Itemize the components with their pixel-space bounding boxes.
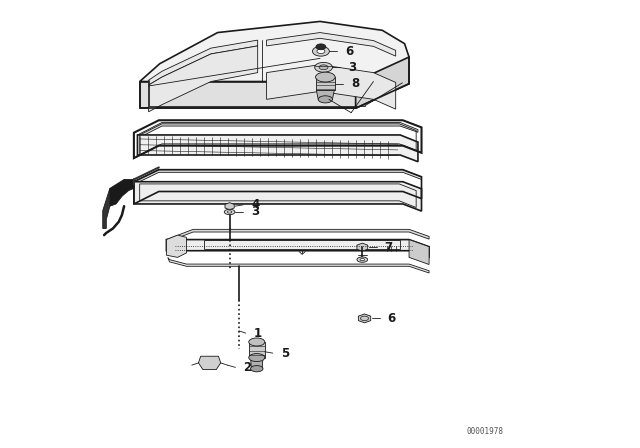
Ellipse shape (224, 209, 235, 215)
Polygon shape (103, 188, 110, 228)
Ellipse shape (316, 72, 335, 82)
Polygon shape (358, 314, 371, 323)
Polygon shape (166, 235, 186, 258)
Ellipse shape (249, 353, 265, 362)
Text: 6: 6 (346, 45, 354, 58)
Ellipse shape (360, 258, 365, 261)
Polygon shape (166, 240, 429, 258)
Ellipse shape (250, 366, 263, 372)
Polygon shape (409, 240, 429, 264)
Polygon shape (138, 135, 418, 162)
Text: 5: 5 (281, 347, 289, 360)
Polygon shape (140, 22, 409, 82)
Polygon shape (357, 243, 368, 251)
Text: 7: 7 (385, 241, 393, 254)
Text: 3: 3 (251, 206, 259, 219)
Ellipse shape (319, 65, 328, 70)
Polygon shape (249, 342, 265, 358)
Polygon shape (166, 229, 429, 242)
Polygon shape (138, 122, 418, 138)
Polygon shape (267, 33, 396, 56)
Polygon shape (356, 57, 409, 108)
Ellipse shape (312, 46, 330, 56)
Polygon shape (316, 77, 335, 90)
Polygon shape (316, 90, 334, 99)
Polygon shape (267, 65, 396, 109)
Ellipse shape (357, 257, 367, 262)
Text: 4: 4 (251, 198, 259, 211)
Ellipse shape (318, 96, 332, 103)
Polygon shape (110, 180, 134, 206)
Text: 1: 1 (253, 327, 262, 340)
Text: 6: 6 (388, 312, 396, 325)
Polygon shape (198, 356, 221, 370)
Text: 00001978: 00001978 (466, 426, 503, 435)
Polygon shape (134, 182, 422, 211)
Ellipse shape (315, 62, 332, 72)
Polygon shape (140, 82, 356, 108)
Text: 3: 3 (349, 61, 356, 74)
Ellipse shape (316, 44, 326, 50)
Polygon shape (148, 40, 258, 85)
Polygon shape (134, 170, 422, 185)
Text: 2: 2 (243, 361, 252, 374)
Ellipse shape (249, 338, 265, 346)
Text: 8: 8 (351, 77, 360, 90)
Polygon shape (225, 202, 234, 210)
Polygon shape (250, 358, 263, 369)
Ellipse shape (317, 49, 325, 53)
Polygon shape (168, 258, 429, 273)
Polygon shape (148, 46, 258, 112)
Ellipse shape (227, 211, 232, 213)
